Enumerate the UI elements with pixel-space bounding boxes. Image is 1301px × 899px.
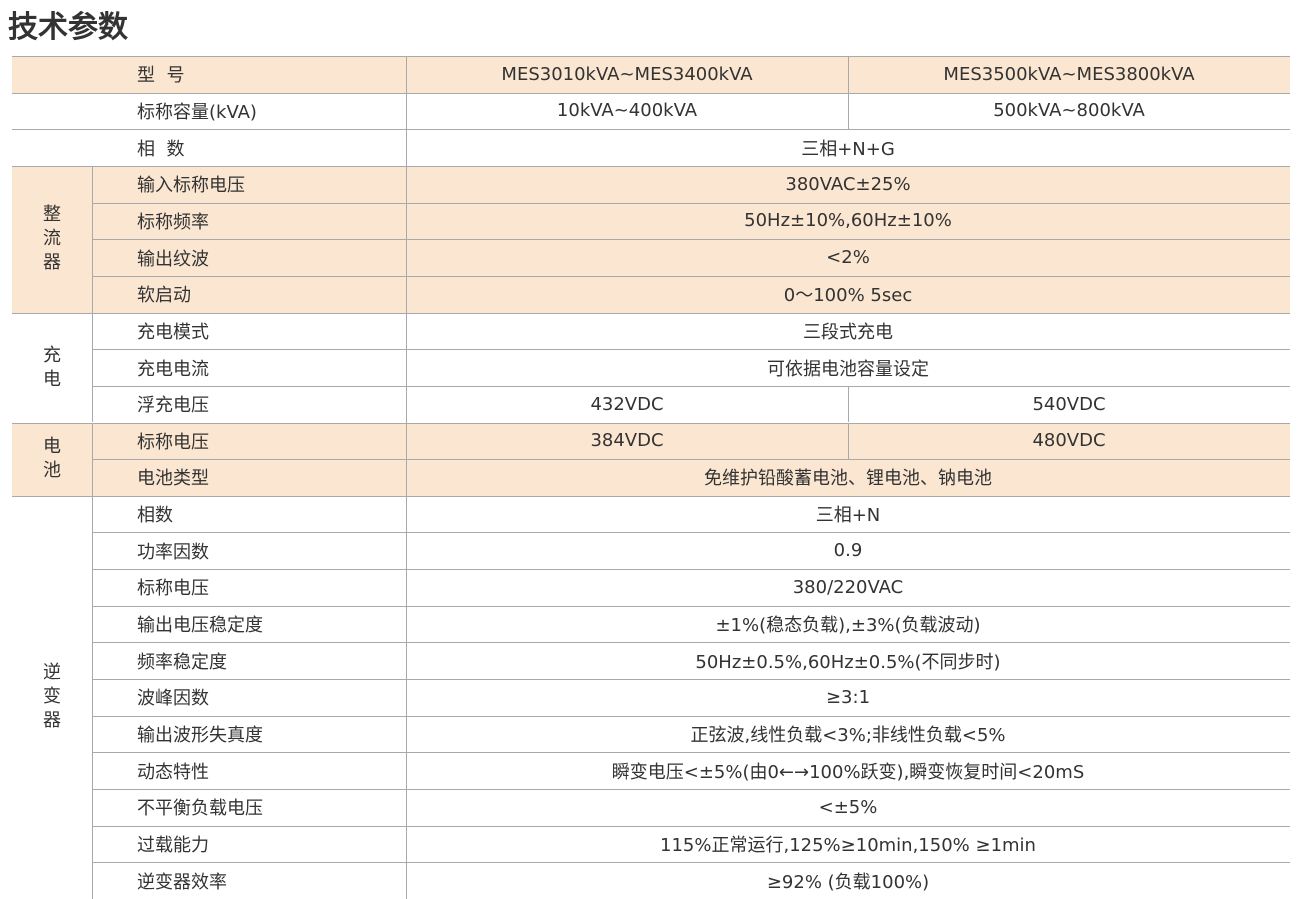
row-background — [12, 239, 1290, 276]
row-value: 380/220VAC — [792, 576, 904, 598]
row-value: 三相+N+G — [801, 138, 895, 160]
row-value: ±1%(稳态负载),±3%(负载波动) — [715, 615, 981, 637]
group-divider — [92, 422, 93, 496]
row-line — [92, 275, 1290, 277]
row-value: <±5% — [818, 796, 878, 818]
row-line — [92, 825, 1290, 827]
row-line — [12, 92, 1290, 94]
row-label: 浮充电压 — [137, 395, 209, 417]
row-label: 输出纹波 — [137, 248, 209, 270]
row-label: 电池类型 — [137, 468, 209, 490]
row-line — [92, 239, 1290, 241]
row-label: 标称电压 — [137, 578, 209, 600]
row-line — [92, 752, 1290, 754]
row-background — [12, 275, 1290, 313]
row-value: <2% — [826, 247, 870, 269]
row-line — [92, 605, 1290, 607]
row-value: 50Hz±10%,60Hz±10% — [744, 210, 952, 232]
group-text: 整流器 — [43, 204, 61, 274]
label-divider — [406, 56, 407, 899]
row-label: 频率稳定度 — [137, 651, 227, 673]
row-label: 型 号 — [137, 65, 185, 87]
row-label: 标称电压 — [137, 431, 209, 453]
group-divider — [92, 312, 93, 423]
row-label: 不平衡负载电压 — [137, 798, 263, 820]
group-label: 整流器 — [12, 166, 92, 313]
row-label: 动态特性 — [137, 761, 209, 783]
row-label: 输入标称电压 — [137, 175, 245, 197]
row-label: 输出波形失真度 — [137, 725, 263, 746]
row-value: 正弦波,线性负载<3%;非线性负载<5% — [690, 725, 1006, 746]
row-line — [92, 715, 1290, 717]
row-line — [92, 349, 1290, 351]
row-line — [12, 422, 1290, 424]
row-line — [12, 56, 1290, 57]
group-text: 逆变器 — [43, 662, 61, 732]
row-label: 波峰因数 — [137, 688, 209, 710]
group-divider — [92, 165, 93, 313]
row-line — [12, 129, 1290, 131]
row-value: 0～100% 5sec — [783, 285, 913, 307]
group-text: 充电 — [43, 344, 61, 390]
row-label: 相数 — [137, 505, 173, 527]
row-value: 50Hz±0.5%,60Hz±0.5%(不同步时) — [695, 651, 1001, 673]
row-label: 软启动 — [137, 285, 191, 307]
row-line — [92, 569, 1290, 571]
row-label: 标称频率 — [137, 211, 209, 233]
row-background — [12, 165, 1290, 203]
row-value: 380VAC±25% — [785, 173, 911, 195]
row-line — [92, 459, 1290, 461]
row-value: 0.9 — [833, 540, 863, 562]
row-line — [92, 862, 1290, 864]
row-value: 384VDC — [590, 430, 664, 452]
group-label: 逆变器 — [12, 496, 92, 899]
group-label: 充电 — [12, 313, 92, 423]
column-divider — [848, 422, 849, 460]
row-line — [92, 202, 1290, 204]
row-label: 充电模式 — [137, 321, 209, 343]
row-label: 相 数 — [137, 138, 185, 160]
row-value: ≥92% (负载100%) — [766, 871, 930, 893]
row-background — [12, 422, 1290, 460]
row-value: 432VDC — [590, 393, 664, 415]
group-divider — [92, 495, 93, 899]
column-divider — [848, 56, 849, 93]
row-value: 10kVA~400kVA — [556, 100, 698, 122]
row-line — [12, 312, 1290, 314]
row-value: 540VDC — [1032, 393, 1106, 415]
row-label: 标称容量(kVA) — [137, 101, 257, 123]
row-background — [12, 202, 1290, 240]
row-label: 过载能力 — [137, 834, 209, 856]
row-value: MES3500kVA~MES3800kVA — [943, 63, 1195, 85]
title: 技术参数 — [8, 10, 128, 45]
row-value: 可依据电池容量设定 — [767, 358, 929, 380]
row-line — [92, 532, 1290, 534]
row-line — [92, 789, 1290, 790]
row-value: 免维护铅酸蓄电池、锂电池、钠电池 — [704, 468, 992, 490]
row-value: ≥3:1 — [825, 686, 871, 708]
row-line — [92, 642, 1290, 644]
row-label: 逆变器效率 — [137, 871, 227, 893]
row-label: 充电电流 — [137, 358, 209, 380]
group-text: 电池 — [43, 436, 61, 482]
row-value: 瞬变电压<±5%(由0←→100%跃变),瞬变恢复时间<20mS — [611, 761, 1085, 783]
row-value: 480VDC — [1032, 430, 1106, 452]
row-line — [12, 495, 1290, 497]
row-value: 500kVA~800kVA — [993, 100, 1145, 122]
row-label: 功率因数 — [137, 541, 209, 563]
group-label: 电池 — [12, 423, 92, 496]
row-value: 三段式充电 — [803, 321, 893, 343]
row-value: 三相+N — [815, 505, 881, 527]
row-background — [12, 56, 1290, 93]
row-value: MES3010kVA~MES3400kVA — [501, 63, 753, 85]
row-label: 输出电压稳定度 — [137, 615, 263, 637]
row-line — [92, 385, 1290, 387]
column-divider — [848, 385, 849, 423]
row-value: 115%正常运行,125%≥10min,150% ≥1min — [660, 834, 1036, 856]
row-line — [12, 165, 1290, 167]
row-background — [12, 459, 1290, 496]
row-line — [92, 679, 1290, 681]
column-divider — [848, 92, 849, 130]
